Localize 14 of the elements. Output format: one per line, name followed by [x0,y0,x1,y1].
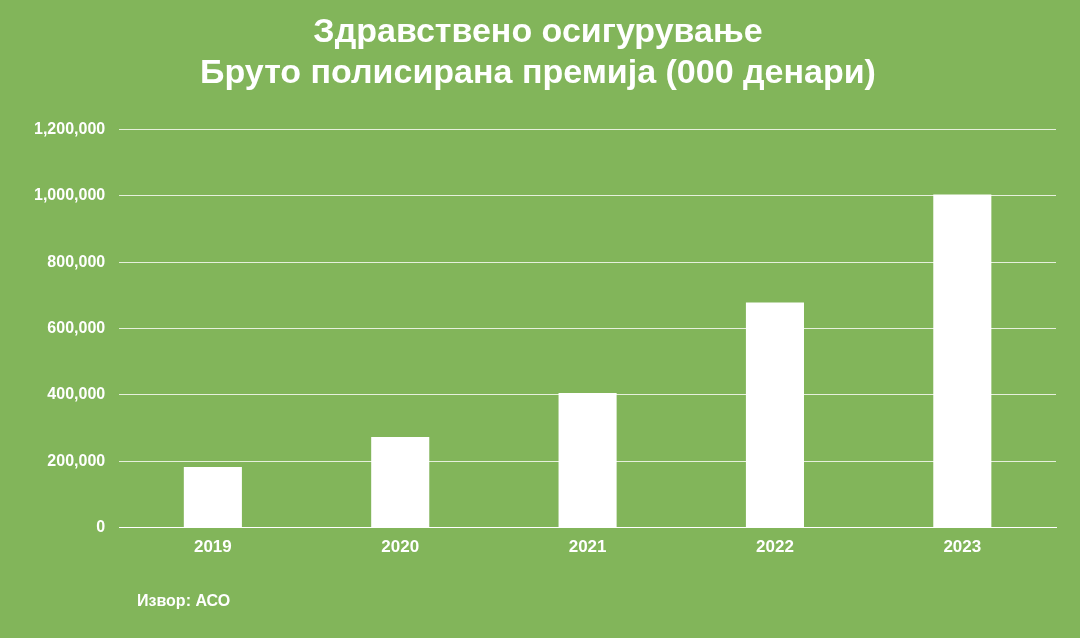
y-tick-label: 200,000 [47,451,106,469]
y-tick-label: 800,000 [47,252,106,270]
x-tick-label: 2019 [193,537,232,557]
x-tick-label: 2021 [568,537,607,557]
x-tick-label: 2020 [381,537,420,557]
y-tick-label: 400,000 [47,385,106,403]
y-tick-label: 1,000,000 [33,186,106,204]
text: Извор: АСО [137,592,231,610]
x-tick-label: 2023 [943,537,982,557]
y-tick-label: 0 [96,518,106,536]
chart-title: Здравствено осигурување Бруто полисирана премија (000 денари) [200,10,876,90]
y-tick-label: 600,000 [47,319,106,337]
y-tick-label: 1,200,000 [33,120,106,138]
x-tick-label: 2022 [756,537,794,557]
